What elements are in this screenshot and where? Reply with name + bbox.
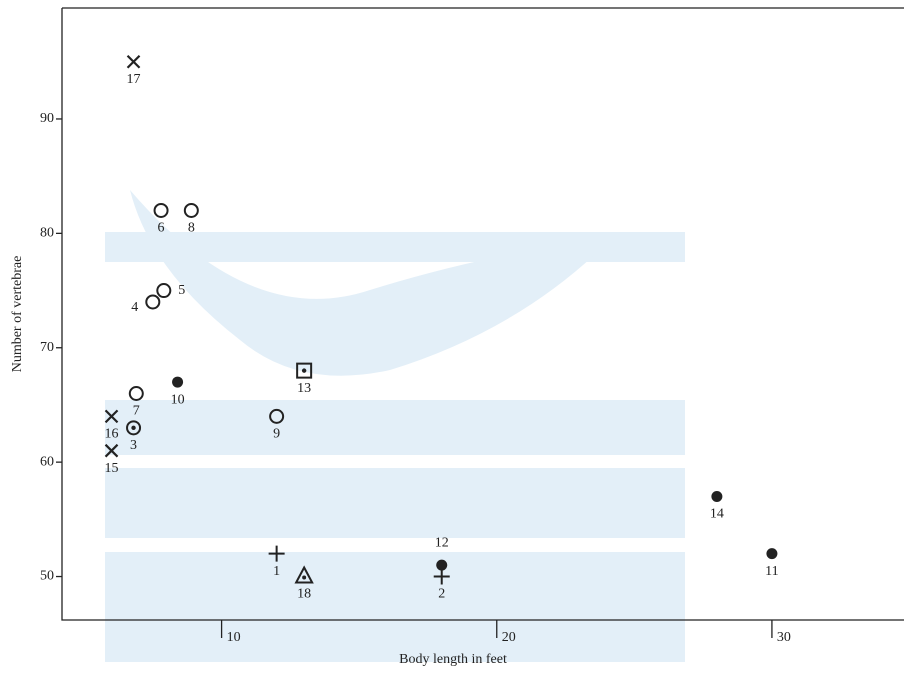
data-point — [146, 295, 159, 308]
x-tick-label: 10 — [227, 630, 241, 645]
point-label: 8 — [188, 221, 195, 236]
data-point — [185, 204, 198, 217]
watermark — [105, 190, 685, 662]
marker-open-circle — [130, 387, 143, 400]
watermark-band — [105, 400, 685, 455]
marker-filled-circle — [766, 548, 777, 559]
point-label: 18 — [297, 587, 311, 602]
point-label: 16 — [105, 427, 119, 442]
y-tick-label: 50 — [40, 569, 54, 584]
data-point — [436, 560, 447, 571]
point-label: 7 — [133, 404, 140, 419]
watermark-band — [105, 468, 685, 538]
point-label: 15 — [105, 461, 119, 476]
y-tick-label: 60 — [40, 454, 54, 469]
y-axis-label: Number of vertebrae — [10, 256, 25, 373]
marker-dot — [131, 426, 135, 430]
point-label: 10 — [171, 392, 185, 407]
data-point — [130, 387, 143, 400]
watermark-band — [105, 552, 685, 662]
point-label: 3 — [130, 438, 137, 453]
data-point — [172, 377, 183, 388]
data-point — [155, 204, 168, 217]
point-label: 5 — [178, 283, 185, 298]
x-axis-label: Body length in feet — [399, 652, 507, 667]
marker-dot — [302, 368, 306, 372]
y-tick-label: 90 — [40, 111, 54, 126]
marker-open-circle — [146, 295, 159, 308]
point-label: 14 — [710, 507, 724, 522]
data-point — [711, 491, 722, 502]
data-point — [157, 284, 170, 297]
marker-cross — [128, 56, 140, 68]
marker-filled-circle — [436, 560, 447, 571]
data-point — [128, 56, 140, 68]
data-point — [766, 548, 777, 559]
point-label: 13 — [297, 381, 311, 396]
point-label: 11 — [765, 564, 778, 579]
marker-open-circle — [155, 204, 168, 217]
watermark-tail — [130, 190, 610, 376]
point-label: 4 — [131, 300, 138, 315]
marker-dot — [302, 576, 306, 580]
x-tick-label: 20 — [502, 630, 516, 645]
point-label: 2 — [438, 587, 445, 602]
point-label: 6 — [158, 221, 165, 236]
marker-open-circle — [157, 284, 170, 297]
point-label: 9 — [273, 427, 280, 442]
marker-filled-circle — [172, 377, 183, 388]
y-tick-label: 80 — [40, 226, 54, 241]
x-tick-label: 30 — [777, 630, 791, 645]
point-label: 1 — [273, 564, 280, 579]
marker-open-circle — [185, 204, 198, 217]
chart: Body length in feet Number of vertebrae … — [0, 0, 908, 673]
point-label: 12 — [435, 535, 449, 550]
marker-filled-circle — [711, 491, 722, 502]
point-label: 17 — [127, 72, 141, 87]
y-tick-label: 70 — [40, 340, 54, 355]
